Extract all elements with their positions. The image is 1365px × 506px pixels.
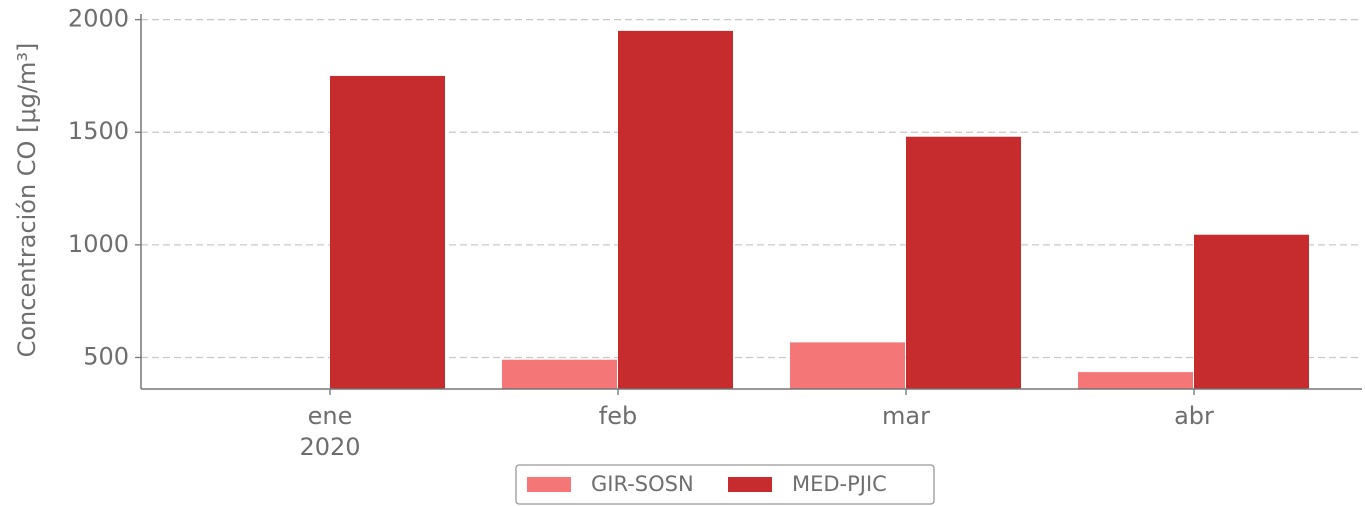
legend-label: GIR-SOSN (591, 472, 694, 496)
legend-label: MED-PJIC (792, 472, 887, 496)
x-tick-label: feb (599, 402, 637, 430)
bar (502, 359, 617, 389)
legend-swatch (527, 477, 571, 492)
bar (1194, 234, 1309, 389)
y-tick-label: 1000 (68, 230, 129, 258)
legend-swatch (728, 477, 772, 492)
x-year-label: 2020 (299, 433, 360, 461)
y-axis-label: Concentración CO [μg/m³] (13, 43, 41, 358)
bar (906, 136, 1021, 389)
bar (790, 342, 905, 389)
bar (330, 75, 445, 389)
x-tick-label: abr (1174, 402, 1214, 430)
y-tick-label: 500 (83, 342, 129, 370)
bar (618, 30, 733, 389)
y-tick-label: 2000 (68, 5, 129, 33)
x-tick-label: ene (308, 402, 353, 430)
bar (1078, 372, 1193, 389)
y-tick-label: 1500 (68, 117, 129, 145)
legend-box (515, 464, 935, 505)
x-tick-label: mar (882, 402, 930, 430)
